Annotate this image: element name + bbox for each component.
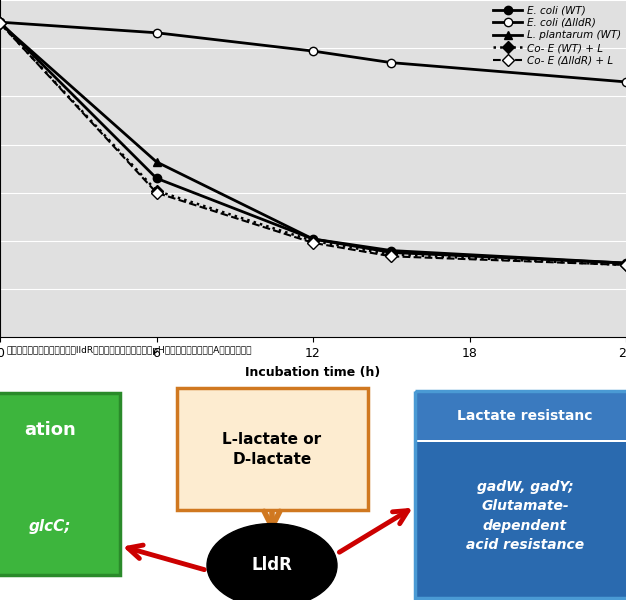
Text: LldR: LldR — [252, 556, 292, 574]
Text: ation: ation — [24, 421, 76, 439]
Legend: E. coli (WT), E. coli (ΔlldR), L. plantarum (WT), Co- E (WT) + L, Co- E (ΔlldR) : E. coli (WT), E. coli (ΔlldR), L. planta… — [493, 5, 621, 65]
FancyBboxPatch shape — [415, 391, 626, 440]
Text: L-lactate or
D-lactate: L-lactate or D-lactate — [222, 432, 322, 467]
Text: Lactate resistanc: Lactate resistanc — [457, 409, 593, 422]
Ellipse shape — [207, 524, 337, 600]
Text: glcC;: glcC; — [29, 518, 71, 533]
Text: 共の際の大腸菌野生株およびlldR欠損株の生菌数と培地中pHの経時的観察結果。Aが大腸菌の生: 共の際の大腸菌野生株およびlldR欠損株の生菌数と培地中pHの経時的観察結果。A… — [6, 346, 252, 355]
Text: gadW, gadY;
Glutamate-
dependent
acid resistance: gadW, gadY; Glutamate- dependent acid re… — [466, 480, 584, 553]
FancyBboxPatch shape — [415, 442, 626, 598]
FancyBboxPatch shape — [177, 388, 368, 510]
X-axis label: Incubation time (h): Incubation time (h) — [245, 365, 381, 379]
FancyBboxPatch shape — [0, 393, 120, 575]
